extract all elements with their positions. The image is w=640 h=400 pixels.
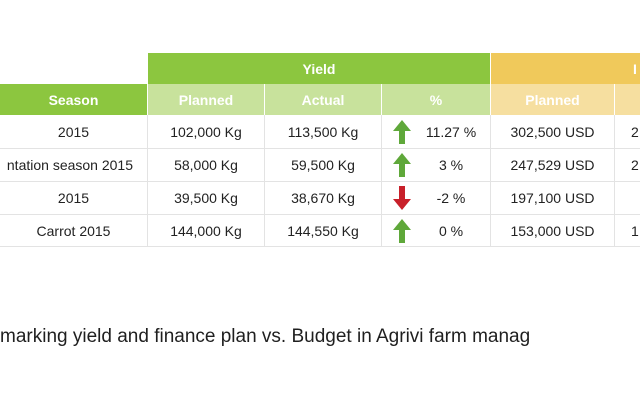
yield-group-header: Yield <box>148 53 490 84</box>
table-cell-yield-actual: 113,500 Kg <box>287 124 359 140</box>
table-cell-income-actual: 2 <box>631 157 639 173</box>
caption: marking yield and finance plan vs. Budge… <box>0 326 531 347</box>
table-cell-yield-planned: 102,000 Kg <box>170 124 242 140</box>
table-cell-yield-actual: 144,550 Kg <box>287 222 359 239</box>
table-cell-income-planned: 197,100 USD <box>510 190 595 206</box>
column-header-yield-actual: Actual <box>265 84 381 115</box>
row-divider <box>0 246 640 247</box>
trend-up-arrow-icon <box>390 215 414 246</box>
column-divider <box>264 115 265 247</box>
table-cell-yield-percent: -2 % <box>436 190 466 206</box>
column-header-season: Season <box>0 84 147 115</box>
table-cell-yield-actual: 38,670 Kg <box>291 190 355 206</box>
table-cell-income-planned: 247,529 USD <box>510 157 595 173</box>
trend-up-arrow-icon <box>390 116 414 148</box>
income-group-header: I <box>491 53 640 84</box>
column-divider <box>147 115 148 247</box>
row-divider <box>0 148 640 149</box>
table-cell-season: 2015 <box>57 190 90 206</box>
table-cell-income-planned: 302,500 USD <box>510 124 595 140</box>
yield-finance-table: Yield I Season Planned Actual % Planned … <box>0 53 640 247</box>
column-divider <box>614 115 615 247</box>
column-header-yield-planned: Planned <box>148 84 264 115</box>
table-cell-season: 2015 <box>57 124 90 140</box>
table-cell-yield-actual: 59,500 Kg <box>291 157 355 173</box>
table-cell-yield-planned: 39,500 Kg <box>174 190 238 206</box>
trend-up-arrow-icon <box>390 149 414 181</box>
trend-down-arrow-icon <box>390 182 414 214</box>
table-cell-income-actual <box>615 182 640 214</box>
row-divider <box>0 214 640 215</box>
column-divider <box>381 115 382 247</box>
row-divider <box>0 181 640 182</box>
table-cell-yield-percent: 3 % <box>438 157 464 173</box>
table-cell-season: Carrot 2015 <box>36 222 111 239</box>
column-header-income-planned: Planned <box>491 84 614 115</box>
table-cell-income-actual: 1 <box>631 222 639 239</box>
table-cell-income-actual: 2 <box>631 124 639 140</box>
table-cell-yield-planned: 58,000 Kg <box>174 157 238 173</box>
table-cell-income-planned: 153,000 USD <box>510 222 595 239</box>
table-cell-yield-percent: 0 % <box>438 222 464 239</box>
column-header-income-actual <box>615 84 640 115</box>
column-divider <box>490 115 491 247</box>
table-cell-yield-planned: 144,000 Kg <box>170 222 242 239</box>
table-cell-season: ntation season 2015 <box>6 157 133 173</box>
table-cell-yield-percent: 11.27 % <box>425 124 477 140</box>
column-header-yield-percent: % <box>382 84 490 115</box>
